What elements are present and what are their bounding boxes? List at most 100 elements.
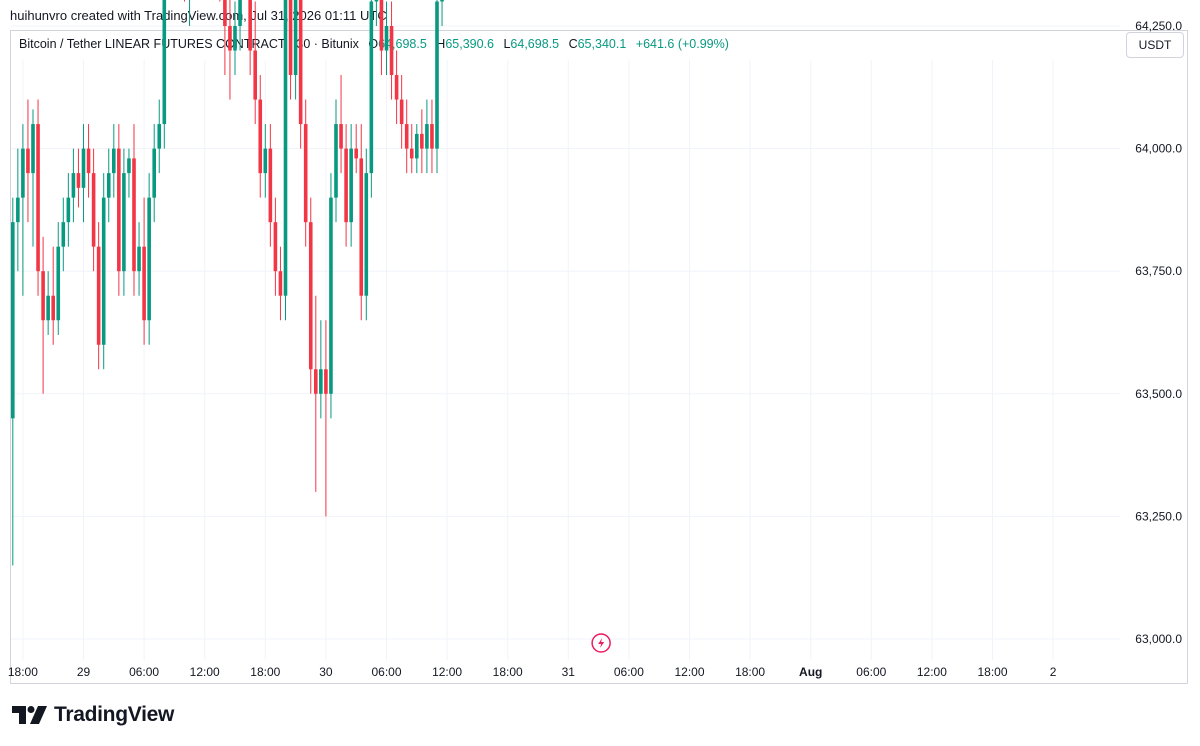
candle-down	[359, 158, 364, 296]
candle-down	[36, 124, 40, 272]
candle-up	[112, 148, 116, 174]
low-value: 64,698.5	[510, 37, 560, 51]
candle-down	[379, 0, 384, 51]
y-tick-label: 64,000.0	[1135, 142, 1182, 156]
x-tick-label: 18:00	[250, 665, 280, 679]
open-label: O	[368, 37, 379, 51]
candle-up	[384, 26, 389, 51]
candle-up	[11, 222, 15, 419]
candle-down	[273, 222, 278, 272]
close-label: C	[568, 37, 578, 51]
candle-down	[248, 0, 252, 51]
candle-down	[132, 158, 136, 272]
candle-up	[334, 124, 338, 198]
high-label: H	[436, 37, 446, 51]
candle-up	[293, 0, 298, 76]
x-tick-label: 12:00	[432, 665, 462, 679]
y-tick-label: 63,250.0	[1135, 509, 1182, 523]
x-tick-label: 31	[562, 665, 576, 679]
chart-frame	[10, 30, 1188, 684]
x-tick-label: 06:00	[614, 665, 644, 679]
candle-down	[404, 124, 409, 149]
x-tick-label: 06:00	[371, 665, 401, 679]
candle-up	[415, 133, 419, 159]
chart-credit: huihunvro created with TradingView.com, …	[10, 8, 387, 23]
candle-down	[314, 369, 318, 394]
currency-button[interactable]: USDT	[1126, 32, 1184, 58]
candle-down	[223, 0, 227, 27]
candle-down	[430, 124, 434, 149]
candle-up	[425, 124, 429, 149]
candle-down	[96, 246, 101, 345]
x-tick-label: 12:00	[674, 665, 704, 679]
candle-down	[268, 148, 273, 223]
candle-up	[319, 369, 323, 394]
candle-up	[81, 148, 86, 188]
candle-up	[71, 173, 76, 198]
candle-up	[283, 0, 288, 296]
x-tick-label: Aug	[799, 665, 822, 679]
candle-down	[394, 75, 399, 100]
y-tick-label: 63,500.0	[1135, 387, 1182, 401]
candle-up	[61, 222, 66, 247]
x-tick-label: 18:00	[493, 665, 523, 679]
candle-up	[263, 148, 268, 174]
x-tick-label: 18:00	[977, 665, 1007, 679]
candle-down	[51, 295, 55, 321]
candle-up	[46, 295, 50, 321]
candle-down	[41, 271, 45, 321]
x-tick-label: 12:00	[190, 665, 220, 679]
candle-up	[21, 148, 25, 198]
candle-down	[324, 369, 328, 394]
candle-down	[389, 26, 394, 76]
candle-up	[374, 0, 379, 2]
x-tick-label: 30	[319, 665, 333, 679]
tradingview-logo: TradingView	[12, 703, 174, 727]
x-tick-label: 06:00	[856, 665, 886, 679]
candle-up	[349, 148, 353, 223]
candle-up	[127, 158, 131, 174]
candle-down	[298, 0, 303, 125]
x-tick-label: 12:00	[917, 665, 947, 679]
candle-up	[157, 124, 162, 149]
change-value: +641.6 (+0.99%)	[635, 37, 729, 51]
candle-down	[117, 148, 121, 272]
candle-down	[86, 148, 91, 174]
x-tick-label: 29	[77, 665, 91, 679]
candle-up	[233, 26, 237, 51]
candle-up	[369, 1, 374, 174]
candle-down	[228, 26, 232, 51]
candle-up	[101, 197, 106, 345]
candle-up	[106, 173, 111, 198]
low-label: L	[503, 37, 511, 51]
candle-down	[354, 148, 358, 159]
candle-up	[162, 0, 167, 125]
candle-down	[253, 50, 257, 100]
candle-down	[258, 99, 263, 174]
candle-up	[238, 0, 242, 26]
lightning-icon	[598, 638, 605, 648]
symbol-title: Bitcoin / Tether LINEAR FUTURES CONTRACT…	[19, 37, 359, 51]
y-tick-label: 63,000.0	[1135, 632, 1182, 646]
candle-up	[329, 197, 333, 394]
tradingview-logo-icon	[12, 706, 47, 724]
y-tick-label: 64,250.0	[1135, 19, 1182, 33]
tradingview-wordmark: TradingView	[54, 703, 175, 726]
candle-up	[56, 246, 61, 321]
candle-up	[66, 197, 71, 223]
chart-legend: Bitcoin / Tether LINEAR FUTURES CONTRACT…	[19, 37, 729, 51]
candle-up	[364, 173, 369, 296]
candle-up	[152, 148, 156, 198]
candle-up	[435, 1, 439, 149]
candle-down	[278, 271, 283, 296]
candle-up	[122, 173, 126, 272]
candle-down	[308, 222, 313, 370]
candle-down	[344, 148, 348, 223]
high-value: 65,390.6	[445, 37, 494, 51]
candle-up	[16, 197, 20, 223]
candle-up	[440, 0, 444, 2]
candle-up	[31, 124, 35, 174]
candle-down	[339, 124, 343, 149]
candle-down	[76, 173, 81, 188]
